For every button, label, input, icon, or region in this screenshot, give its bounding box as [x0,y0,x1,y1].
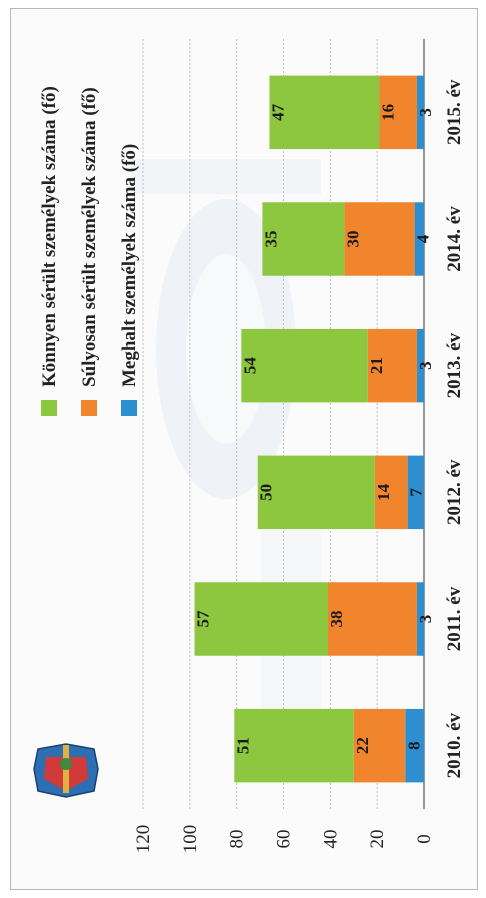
data-label: 4 [414,234,433,243]
bar-segment [379,75,417,150]
data-label: 50 [257,484,276,501]
y-tick-label: 100 [180,825,201,854]
data-label: 47 [268,103,287,121]
bar-segment [257,455,375,530]
y-tick-label: 80 [227,830,248,849]
legend-swatch [41,400,57,416]
legend-label: Meghalt személyek száma (fő) [119,144,140,387]
category-label: 2014. év [444,206,465,272]
y-tick-label: 120 [133,825,154,854]
legend-label: Könnyen sérült személyek száma (fő) [39,86,60,387]
bar-segment [416,328,424,403]
bars: 8 22 51 3 38 57 7 14 50 3 21 54 4 30 35 3 16 47 [194,75,435,783]
y-axis: 0 20 40 60 80 100 120 [133,39,435,853]
category-label: 2010. év [444,712,465,778]
bar-segment [234,708,354,783]
y-tick-label: 0 [414,834,435,844]
bar-segment [414,202,424,276]
data-label: 30 [343,231,362,248]
data-label: 3 [416,108,435,117]
bar-segment [344,202,415,276]
stacked-bar-chart: 0 20 40 60 80 100 120 8 22 51 3 38 57 7 14 50 3 21 54 4 30 3… [33,39,465,853]
bar-segment [405,708,424,783]
legend: Könnyen sérült személyek száma (fő) Súlyo… [39,86,140,416]
legend-label: Súlyosan sérült személyek száma (fő) [79,87,100,387]
y-tick-label: 20 [367,830,388,849]
bar-segment [374,455,408,530]
data-label: 54 [240,357,259,375]
data-label: 16 [379,104,398,121]
data-label: 57 [194,610,213,628]
data-label: 21 [367,357,386,374]
bar-segment [416,582,424,656]
bar-segment [327,582,417,656]
y-tick-label: 60 [274,830,295,849]
bar-segment [407,455,424,530]
data-label: 7 [407,488,426,497]
data-label: 8 [404,741,423,750]
bar-segment [416,75,424,150]
data-label: 38 [327,611,346,628]
gridlines [142,39,378,809]
category-labels: 2010. év 2011. év 2012. év 2013. év 2014. év… [444,79,465,778]
bar-segment [269,75,380,150]
legend-swatch [81,400,97,416]
bar-segment [241,328,368,403]
police-emblem-logo [33,743,99,798]
category-label: 2013. év [444,332,465,398]
chart-frame: 0 20 40 60 80 100 120 8 22 51 3 38 57 7 14 50 3 21 54 4 30 3… [10,8,478,890]
data-label: 3 [416,615,435,624]
data-label: 35 [261,231,280,248]
bar-segment [194,582,328,656]
y-tick-label: 40 [320,830,341,849]
category-label: 2015. év [444,79,465,145]
data-label: 51 [233,737,252,754]
bar-segment [367,328,417,403]
data-label: 3 [416,361,435,370]
bar-segment [262,202,345,276]
legend-swatch [121,400,137,416]
category-label: 2011. év [444,586,465,651]
data-label: 22 [353,737,372,754]
category-label: 2012. év [444,459,465,525]
bar-segment [353,708,406,783]
data-label: 14 [374,483,393,501]
